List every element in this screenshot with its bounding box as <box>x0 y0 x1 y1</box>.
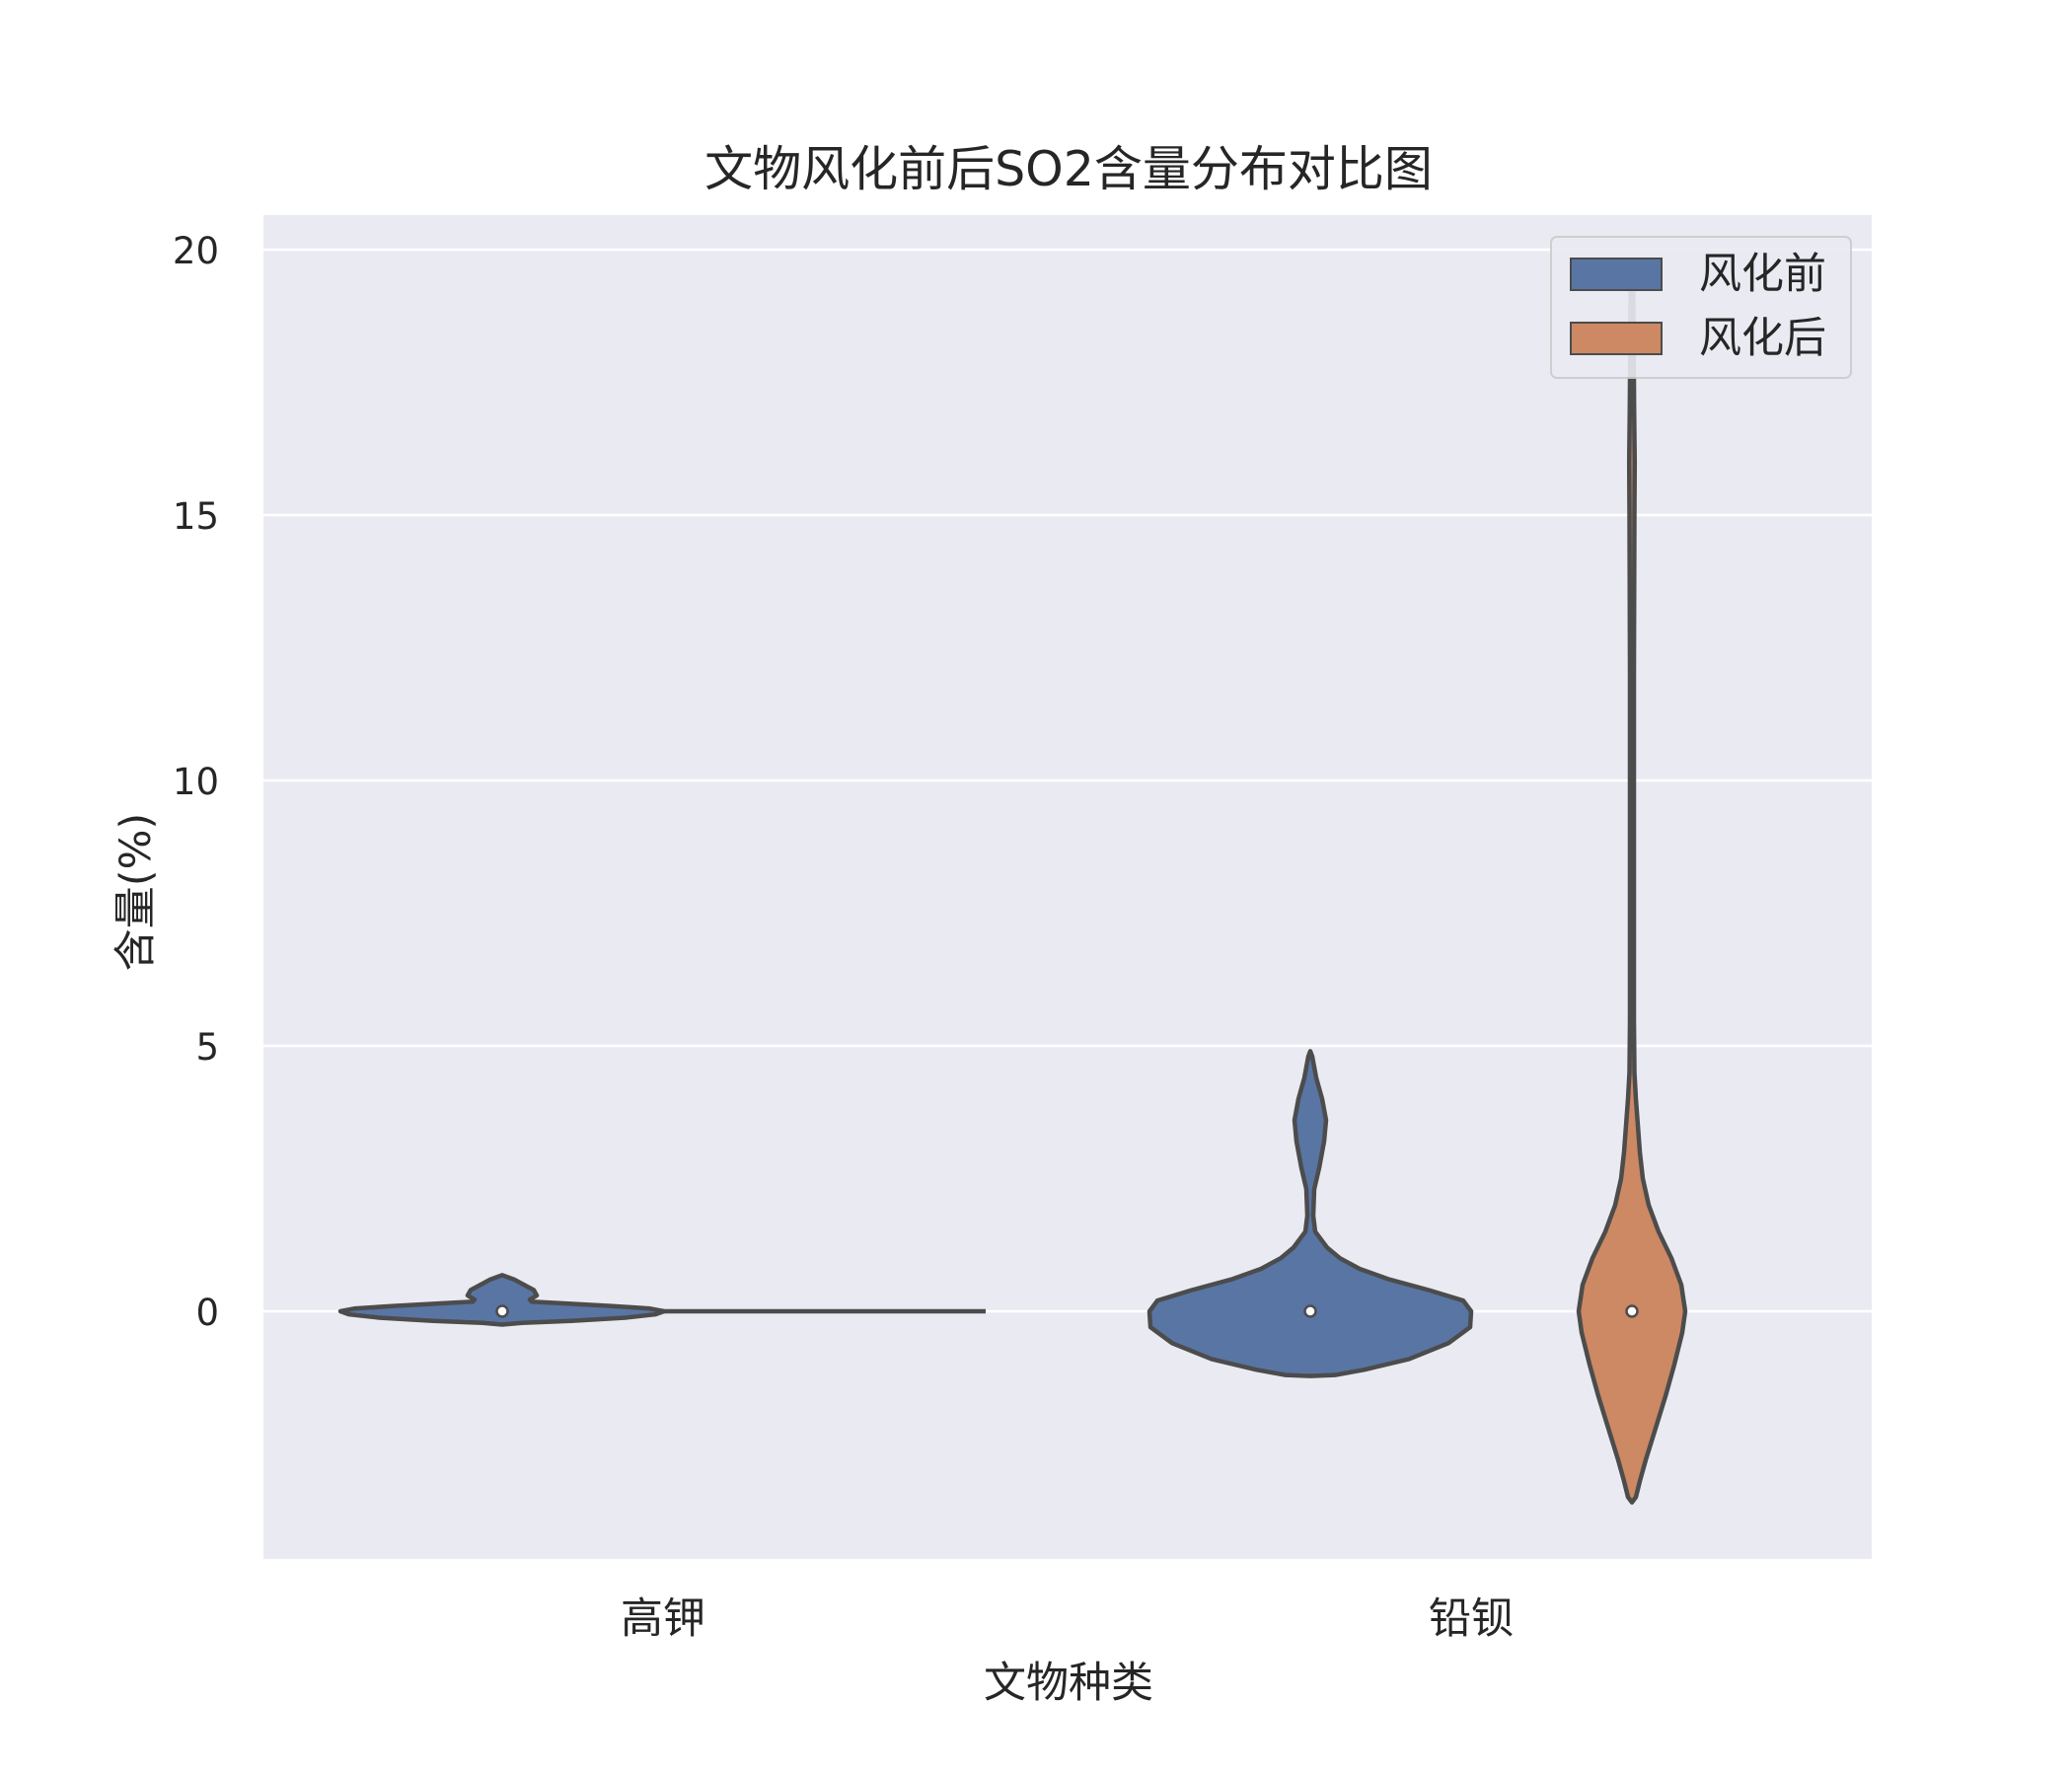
violins <box>337 268 1688 1505</box>
legend-swatch-after <box>1570 322 1663 355</box>
y-tick-labels: 0 5 10 15 20 <box>173 230 219 1334</box>
x-tick-label: 铅钡 <box>1429 1594 1514 1644</box>
x-tick-labels: 高钾 铅钡 <box>621 1594 1514 1644</box>
median-point <box>1303 1304 1317 1318</box>
median-point <box>495 1304 509 1318</box>
legend-swatch-before <box>1570 258 1663 291</box>
violin-0-1 <box>1147 1049 1474 1378</box>
x-tick-label: 高钾 <box>621 1594 705 1644</box>
y-tick-label: 0 <box>195 1292 219 1334</box>
y-tick-label: 20 <box>173 230 219 272</box>
chart-title: 文物风化前后SO2含量分布对比图 <box>704 141 1433 197</box>
y-tick-label: 10 <box>173 761 219 803</box>
legend-label-before: 风化前 <box>1699 250 1826 299</box>
legend: 风化前 风化后 <box>1550 236 1852 379</box>
x-axis-label: 文物种类 <box>984 1659 1153 1708</box>
legend-label-after: 风化后 <box>1699 314 1826 363</box>
y-tick-label: 15 <box>173 495 219 538</box>
median-point <box>1625 1304 1639 1318</box>
y-tick-label: 5 <box>195 1026 219 1069</box>
y-axis-label: 含量(%) <box>111 813 161 971</box>
